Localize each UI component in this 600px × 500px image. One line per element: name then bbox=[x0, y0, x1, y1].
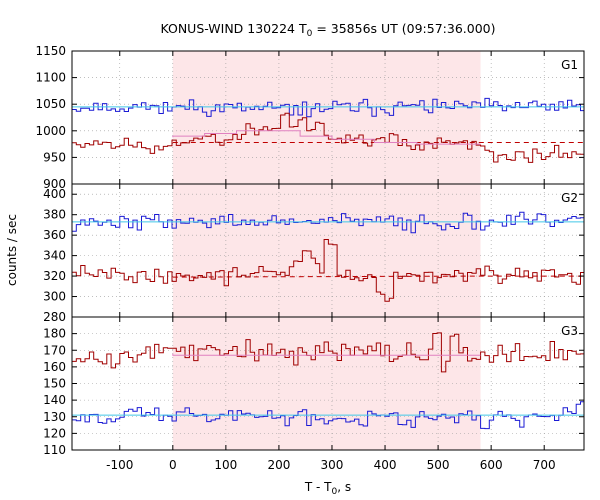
panel-g3-shaded-interval bbox=[172, 317, 481, 450]
x-axis-label: T - T0, s bbox=[304, 480, 351, 497]
panel-g3-ytick-label: 140 bbox=[43, 393, 66, 407]
panel-g2-series-red-1 bbox=[72, 239, 584, 302]
frame-layer bbox=[71, 50, 585, 451]
panel-g2-ytick-label: 280 bbox=[43, 310, 66, 324]
panel-g3-ytick-label: 130 bbox=[43, 410, 66, 424]
panel-g3-ytick-label: 120 bbox=[43, 426, 66, 440]
panel-g3-ytick-label: 110 bbox=[43, 443, 66, 457]
x-tick-label: 100 bbox=[214, 458, 237, 472]
y-axis-label: counts / sec bbox=[5, 214, 19, 286]
panel-g3-ytick-label: 160 bbox=[43, 360, 66, 374]
panel-g2-ytick-label: 300 bbox=[43, 290, 66, 304]
panel-g3-fit-pink_fit bbox=[172, 353, 481, 356]
panel-g3-series-red-0 bbox=[72, 332, 584, 373]
panel-g2-shaded-interval bbox=[172, 184, 481, 317]
panel-g1-ytick-label: 1100 bbox=[35, 71, 66, 85]
x-tick-label: -100 bbox=[106, 458, 133, 472]
text-layer: 9009501000105011001150G12803003203403603… bbox=[35, 44, 578, 472]
x-tick-label: 400 bbox=[374, 458, 397, 472]
x-tick-label: 500 bbox=[427, 458, 450, 472]
panel-g1-ytick-label: 900 bbox=[43, 177, 66, 191]
panel-g3-ytick-label: 170 bbox=[43, 343, 66, 357]
panel-g3-ytick-label: 180 bbox=[43, 327, 66, 341]
panel-g2-ytick-label: 400 bbox=[43, 187, 66, 201]
panel-g2-ytick-label: 380 bbox=[43, 208, 66, 222]
panel-g2-ytick-label: 320 bbox=[43, 269, 66, 283]
panel-g2-label: G2 bbox=[561, 191, 578, 205]
x-tick-label: 300 bbox=[321, 458, 344, 472]
x-tick-label: 0 bbox=[169, 458, 177, 472]
panel-g1-series-blue-0 bbox=[72, 97, 584, 118]
panel-g3-ytick-label: 150 bbox=[43, 377, 66, 391]
panel-g3-label: G3 bbox=[561, 324, 578, 338]
panel-g1-ytick-label: 950 bbox=[43, 150, 66, 164]
panel-g2-ytick-label: 340 bbox=[43, 249, 66, 263]
panel-g1-shaded-interval bbox=[172, 51, 481, 184]
panel-g1-label: G1 bbox=[561, 58, 578, 72]
panel-g1-ytick-label: 1050 bbox=[35, 97, 66, 111]
x-tick-label: 700 bbox=[533, 458, 556, 472]
panel-g1-series-red-1 bbox=[72, 112, 584, 163]
chart-title: KONUS-WIND 130224 T0 = 35856s UT (09:57:… bbox=[160, 21, 495, 39]
panel-g1-ytick-label: 1150 bbox=[35, 44, 66, 58]
panel-g2-ytick-label: 360 bbox=[43, 228, 66, 242]
x-tick-label: 600 bbox=[480, 458, 503, 472]
shade-layer bbox=[172, 51, 481, 450]
data-layer bbox=[72, 97, 584, 430]
panel-g3-series-blue-1 bbox=[72, 401, 584, 430]
panel-g1-ytick-label: 1000 bbox=[35, 124, 66, 138]
panel-g2-dashed-line bbox=[172, 275, 584, 278]
x-tick-label: 200 bbox=[267, 458, 290, 472]
panel-g1-fit-pink_fit bbox=[172, 130, 481, 145]
